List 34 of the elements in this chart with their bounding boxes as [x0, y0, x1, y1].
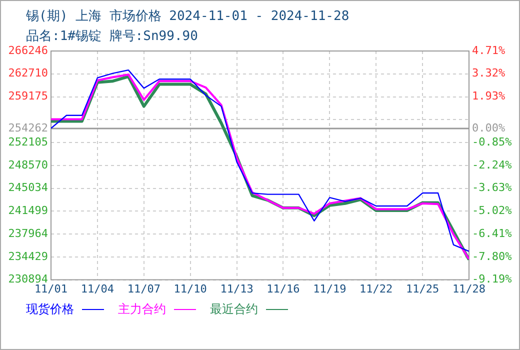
- y2-tick-label: -5.02%: [472, 204, 512, 218]
- y2-tick-label: -2.24%: [472, 158, 512, 172]
- x-tick-label: 11/04: [80, 282, 114, 296]
- x-tick-label: 11/25: [406, 282, 440, 296]
- y-tick-label: 237964: [8, 226, 48, 240]
- y-tick-label: 248570: [8, 158, 48, 172]
- y-tick-label: 259175: [8, 90, 48, 103]
- y-tick-label: 241499: [8, 204, 48, 218]
- x-tick-label: 11/07: [127, 282, 160, 296]
- legend-label: 现货价格: [26, 301, 74, 318]
- y-tick-label: 262710: [8, 66, 48, 80]
- legend-label: 主力合约: [118, 301, 166, 318]
- y-tick-label: 234429: [8, 250, 48, 263]
- y2-tick-label: -7.80%: [472, 250, 512, 263]
- y2-tick-label: 4.71%: [472, 44, 506, 57]
- chart-title: 锡(期) 上海 市场价格 2024-11-01 - 2024-11-28: [26, 8, 350, 26]
- x-tick-label: 11/13: [220, 282, 254, 296]
- chart-subtitle: 品名:1#锡锭 牌号:Sn99.90: [26, 29, 198, 44]
- x-tick-label: 11/16: [266, 282, 300, 296]
- y2-tick-label: 1.93%: [472, 90, 506, 103]
- x-tick-label: 11/28: [452, 282, 486, 296]
- x-tick-label: 11/19: [313, 282, 346, 296]
- y2-tick-label: -3.63%: [472, 181, 512, 194]
- y-tick-label: 252105: [8, 135, 48, 148]
- x-tick-label: 11/22: [360, 282, 393, 296]
- y2-tick-label: 0.00%: [472, 121, 506, 134]
- legend-label: 最近合约: [210, 301, 258, 318]
- y-tick-label: 266246: [8, 44, 48, 57]
- y2-tick-label: 3.32%: [472, 66, 506, 80]
- y-tick-label: 245034: [8, 181, 48, 194]
- y-tick-label: 254262: [8, 121, 48, 134]
- y2-tick-label: -6.41%: [472, 226, 512, 240]
- x-tick-label: 11/10: [174, 282, 207, 296]
- y2-tick-label: -0.85%: [472, 135, 512, 148]
